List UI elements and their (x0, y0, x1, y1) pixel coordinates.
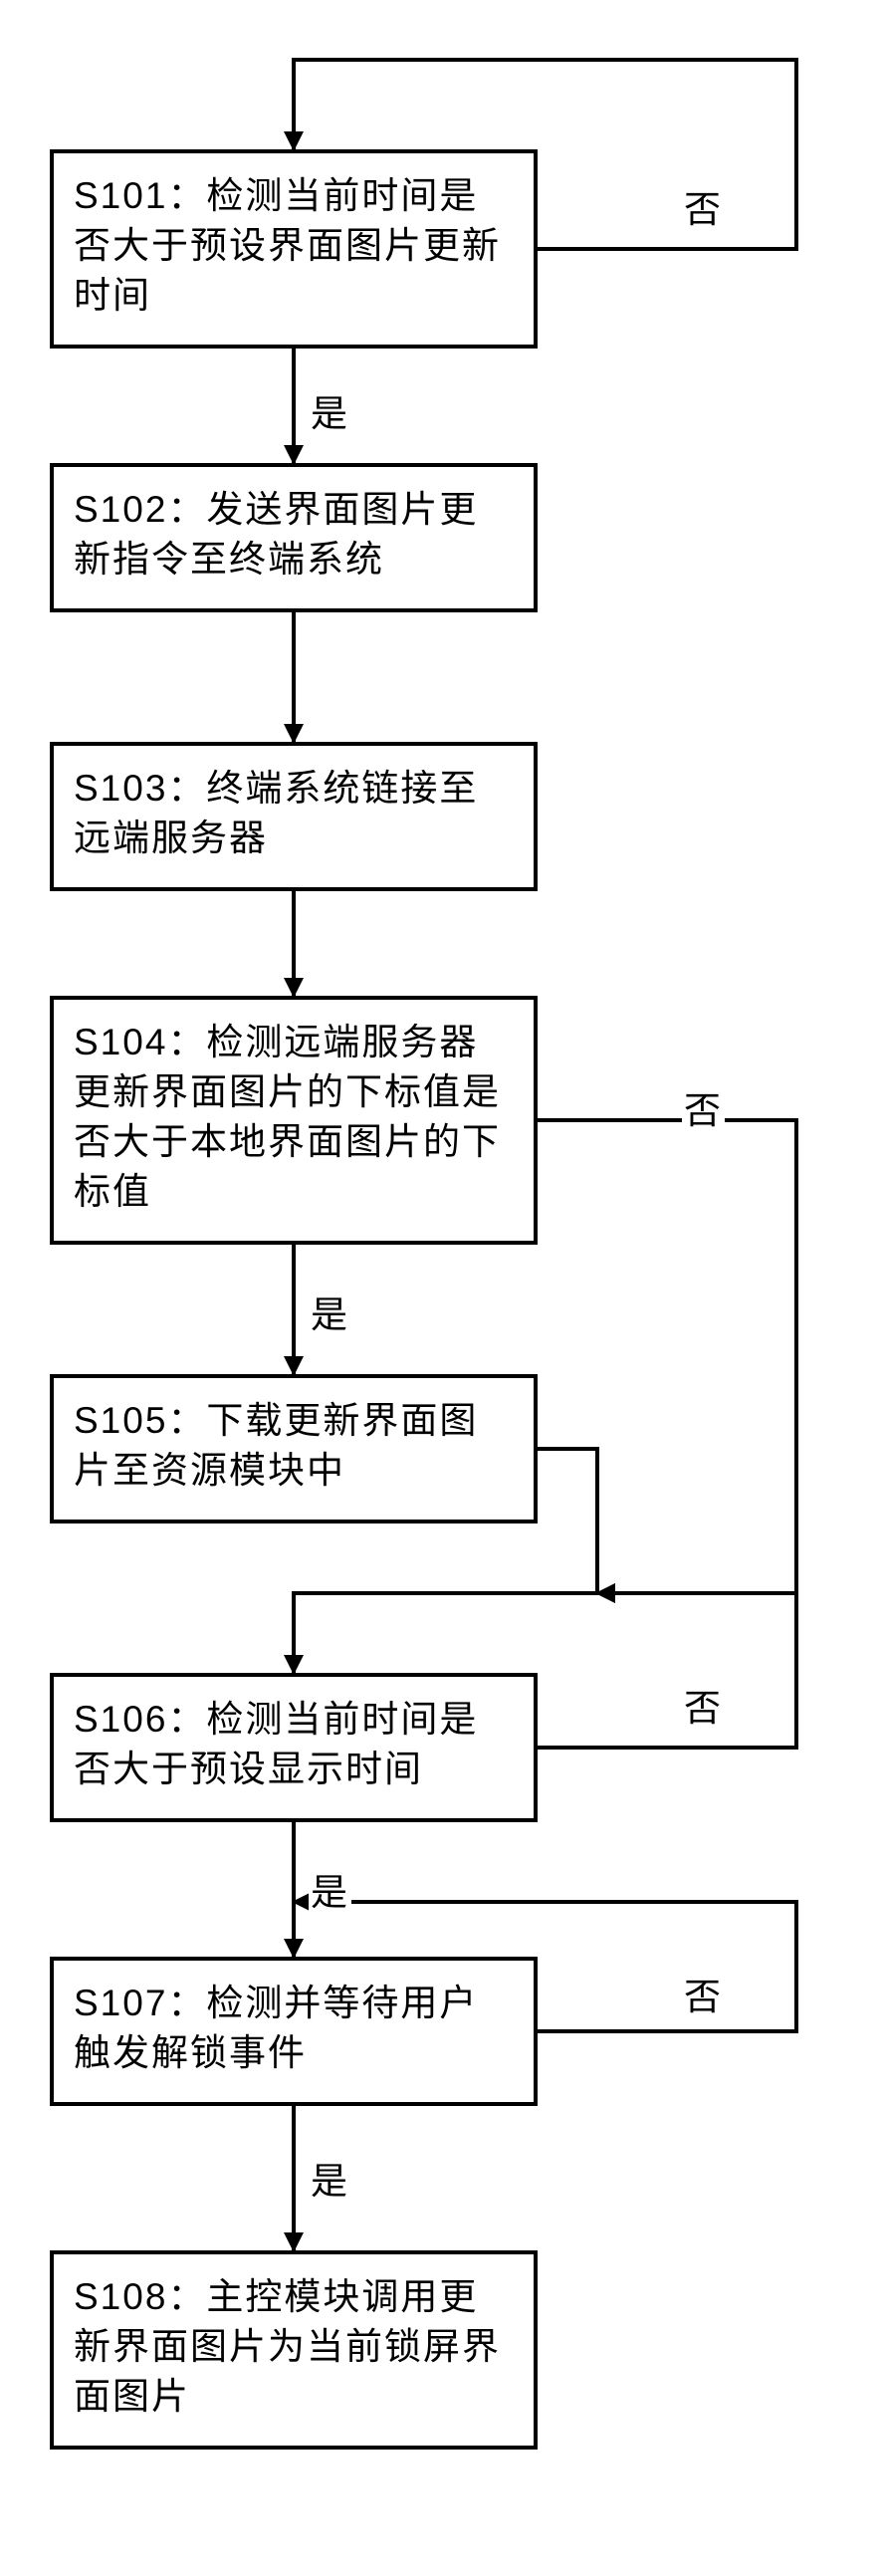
flow-edges (0, 0, 884, 2576)
edge-label-no-7: 否 (682, 179, 725, 233)
edge-label-no-8: 否 (682, 1080, 725, 1134)
flowchart-container: S101：检测当前时间是否大于预设界面图片更新时间 S102：发送界面图片更新指令… (0, 0, 884, 2576)
flow-node-s104: S104：检测远端服务器更新界面图片的下标值是否大于本地界面图片的下标值 (50, 996, 538, 1245)
flow-node-s103: S103：终端系统链接至远端服务器 (50, 742, 538, 891)
edge-label-yes-6: 是 (309, 2151, 351, 2205)
flow-node-s108: S108：主控模块调用更新界面图片为当前锁屏界面图片 (50, 2250, 538, 2450)
flow-node-s102: S102：发送界面图片更新指令至终端系统 (50, 463, 538, 612)
edge-label-no-10: 否 (682, 1967, 725, 2020)
edge-label-yes-5: 是 (309, 1862, 351, 1916)
edge-label-yes-0: 是 (309, 383, 351, 437)
flow-node-s105: S105：下载更新界面图片至资源模块中 (50, 1374, 538, 1523)
edge-label-no-9: 否 (682, 1678, 725, 1732)
flow-node-s107: S107：检测并等待用户触发解锁事件 (50, 1957, 538, 2106)
flow-edge-s106-s106-9 (538, 1593, 796, 1748)
flow-edge-s104-s106-8 (538, 1120, 796, 1593)
edge-label-yes-3: 是 (309, 1285, 351, 1338)
flow-node-s101: S101：检测当前时间是否大于预设界面图片更新时间 (50, 149, 538, 349)
flow-node-s106: S106：检测当前时间是否大于预设显示时间 (50, 1673, 538, 1822)
